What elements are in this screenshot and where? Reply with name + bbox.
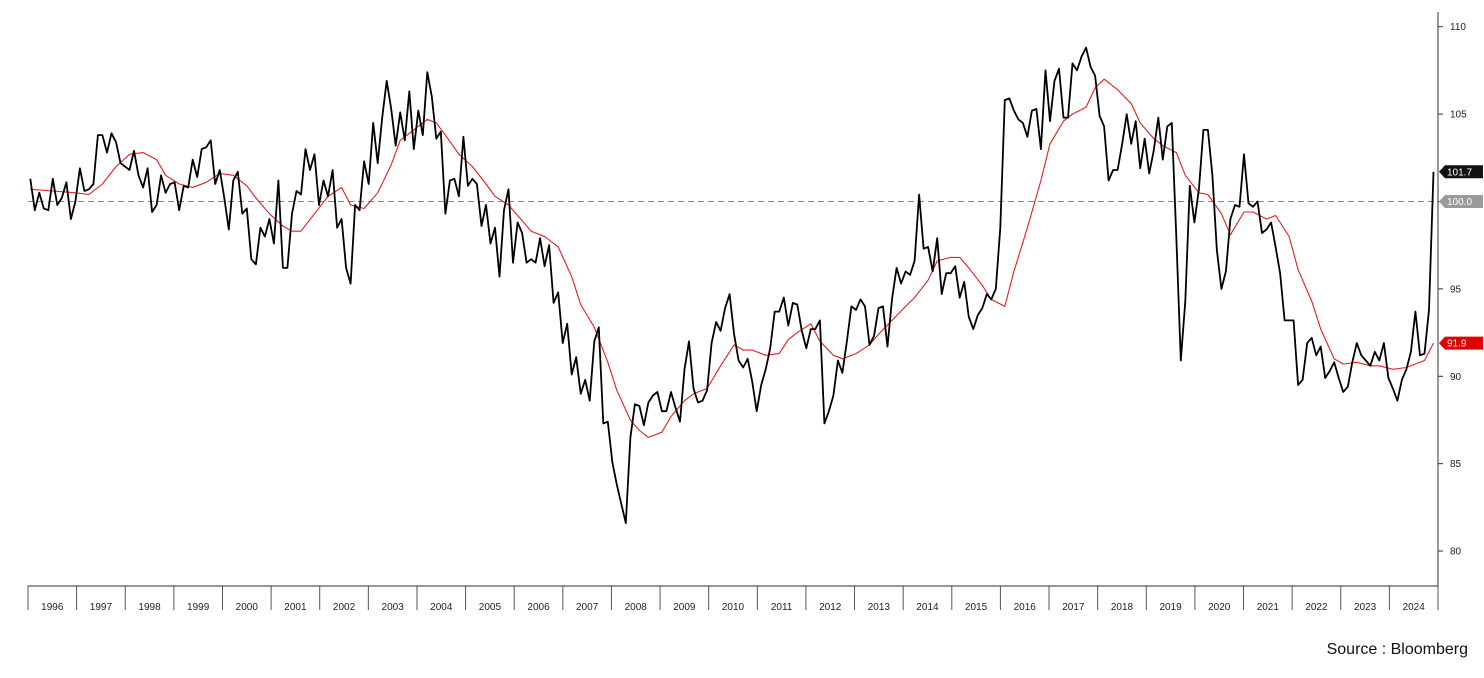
x-tick-label: 2002 [333,602,356,613]
x-tick-label: 2004 [430,602,453,613]
x-tick-label: 2003 [382,602,405,613]
x-tick-label: 1996 [41,602,64,613]
last-value-badge: 91.9 [1439,336,1483,350]
x-tick-label: 2008 [625,602,648,613]
x-tick-label: 2015 [965,602,988,613]
x-tick-label: 2011 [771,602,793,613]
x-tick-label: 2016 [1014,602,1037,613]
y-tick-label: 95 [1450,284,1462,295]
x-tick-label: 2022 [1305,602,1328,613]
x-axis-ticks: 1996 1997 1998 1999 2000 2001 2002 2003 2004 2005… [27,586,1439,613]
last-value-badge: 100.0 [1439,195,1483,209]
x-tick-label: 2018 [1111,602,1134,613]
x-tick-label: 2010 [722,602,745,613]
x-tick-label: 2012 [819,602,842,613]
x-tick-label: 1998 [138,602,161,613]
source-note: Source : Bloomberg [1326,641,1468,658]
x-tick-label: 2024 [1403,602,1426,613]
x-tick-label: 1999 [187,602,210,613]
x-tick-label: 2020 [1208,602,1231,613]
badge-value: 101.7 [1447,167,1472,178]
x-tick-label: 2013 [868,602,891,613]
x-tick-label: 2007 [576,602,599,613]
x-tick-label: 2006 [527,602,550,613]
series-black-line [29,46,1435,524]
x-tick-label: 2021 [1257,602,1280,613]
last-value-badge: 101.7 [1439,165,1483,179]
badge-value: 100.0 [1447,197,1472,208]
x-tick-label: 2005 [479,602,502,613]
x-tick-label: 2000 [236,602,259,613]
x-tick-label: 2001 [284,602,307,613]
y-tick-label: 80 [1450,547,1462,558]
x-tick-label: 2009 [673,602,696,613]
badge-value: 91.9 [1447,339,1467,350]
x-tick-label: 2023 [1354,602,1377,613]
badge-box [1439,195,1483,209]
badge-box [1439,336,1483,350]
badge-box [1439,165,1483,179]
x-tick-label: 2014 [916,602,939,613]
x-tick-label: 1997 [90,602,113,613]
y-axis-ticks: 80859095100105110 [1438,22,1467,558]
x-tick-label: 2019 [1159,602,1182,613]
series-layer [29,46,1435,524]
series-red-line [30,78,1434,438]
y-tick-label: 85 [1450,459,1462,470]
y-tick-label: 90 [1450,372,1462,383]
y-tick-label: 105 [1450,110,1467,121]
y-tick-label: 110 [1450,22,1466,33]
last-value-badges: 101.7 91.9 100.0 [1439,165,1483,350]
x-tick-label: 2017 [1062,602,1085,613]
